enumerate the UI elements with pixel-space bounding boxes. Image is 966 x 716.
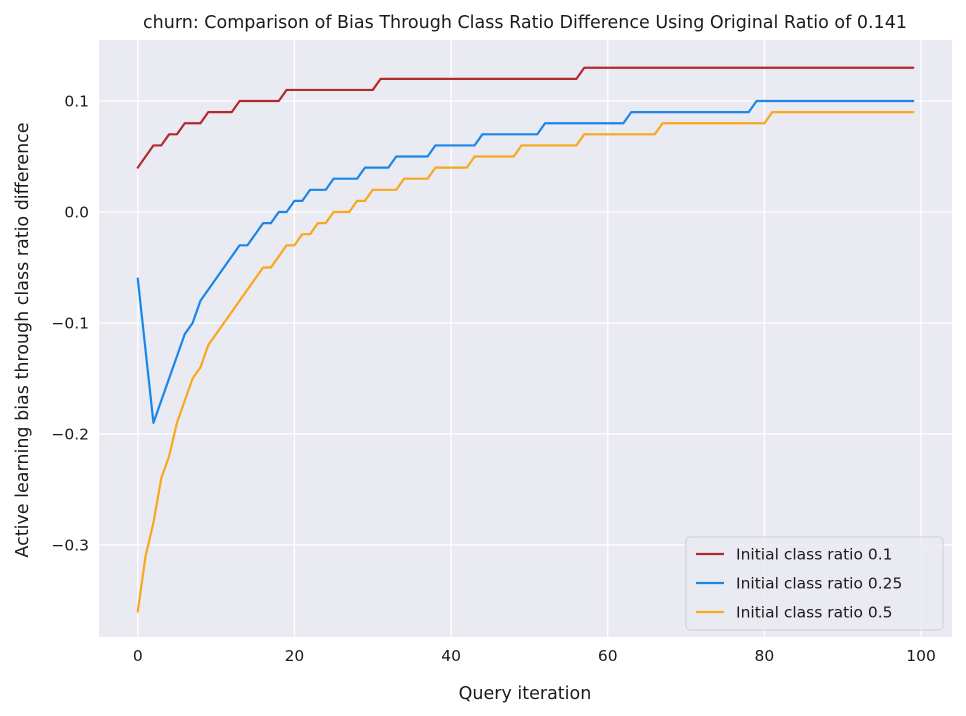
x-tick-label: 100: [906, 647, 936, 665]
legend-frame: [685, 536, 944, 631]
series-line-2: [136, 99, 915, 424]
x-tick-label: 80: [755, 647, 775, 665]
legend-label-1: Initial class ratio 0.1: [736, 546, 893, 564]
x-tick-label: 40: [441, 647, 461, 665]
legend-label-3: Initial class ratio 0.5: [736, 604, 893, 622]
y-tick-label: 0.1: [64, 93, 89, 111]
series-line-1: [136, 66, 915, 169]
y-tick-label: −0.3: [51, 536, 89, 554]
series-lines: [136, 66, 915, 613]
x-tick-label: 0: [133, 647, 143, 665]
series-line-3: [136, 111, 915, 613]
legend-label-2: Initial class ratio 0.25: [736, 575, 902, 593]
y-tick-label: −0.1: [51, 314, 89, 332]
x-axis-label: Query iteration: [459, 684, 592, 704]
y-axis-label: Active learning bias through class ratio…: [13, 122, 33, 557]
x-axis-ticks: 0 20 40 60 80 100: [133, 647, 936, 665]
y-tick-label: −0.2: [51, 425, 89, 443]
x-tick-label: 60: [598, 647, 618, 665]
y-tick-label: 0.0: [64, 203, 89, 221]
y-axis-ticks: −0.3 −0.2 −0.1 0.0 0.1: [51, 93, 89, 555]
chart-title: churn: Comparison of Bias Through Class …: [143, 13, 907, 33]
x-tick-label: 20: [285, 647, 305, 665]
legend: Initial class ratio 0.1 Initial class rat…: [685, 536, 944, 631]
